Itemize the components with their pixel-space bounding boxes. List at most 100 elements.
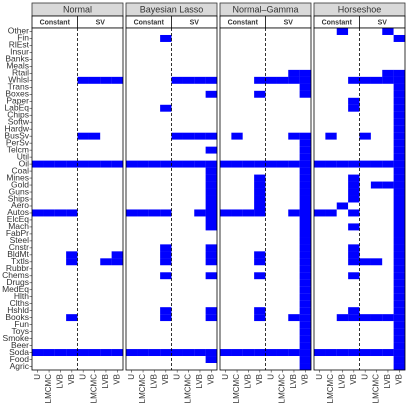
cell bbox=[220, 146, 232, 154]
cell bbox=[205, 174, 218, 182]
cell bbox=[314, 328, 326, 336]
cell bbox=[348, 76, 360, 84]
cell bbox=[100, 181, 112, 189]
cell bbox=[88, 28, 101, 36]
cell bbox=[77, 34, 89, 43]
cell bbox=[160, 209, 172, 217]
cell bbox=[325, 279, 337, 287]
cell bbox=[288, 328, 300, 336]
cell bbox=[43, 118, 55, 126]
cell bbox=[265, 55, 277, 63]
cell bbox=[265, 216, 277, 224]
cell bbox=[336, 265, 349, 273]
cell bbox=[194, 69, 206, 77]
cell bbox=[194, 174, 206, 182]
cell bbox=[231, 97, 243, 105]
cell bbox=[66, 62, 78, 70]
cell bbox=[393, 223, 406, 231]
cell bbox=[242, 55, 255, 63]
cell bbox=[32, 125, 44, 133]
cell bbox=[111, 76, 124, 84]
cell bbox=[276, 209, 289, 217]
cell bbox=[325, 363, 337, 371]
cell bbox=[336, 328, 349, 336]
cell bbox=[336, 209, 349, 217]
cell bbox=[100, 69, 112, 77]
cell bbox=[54, 300, 67, 308]
cell bbox=[111, 41, 124, 50]
cell bbox=[370, 209, 383, 217]
cell bbox=[254, 83, 266, 91]
cell bbox=[148, 41, 161, 50]
cell bbox=[205, 363, 218, 371]
cell bbox=[299, 153, 312, 161]
y-tick-label: Mach bbox=[8, 221, 29, 231]
y-tick-label: BusSv bbox=[4, 130, 29, 140]
cell bbox=[88, 251, 101, 259]
cell bbox=[111, 153, 124, 161]
cell bbox=[382, 174, 394, 182]
cell bbox=[126, 188, 138, 196]
cell bbox=[382, 55, 394, 63]
cell bbox=[314, 265, 326, 273]
cell bbox=[88, 181, 101, 189]
cell bbox=[359, 202, 371, 210]
cell bbox=[288, 279, 300, 287]
cell bbox=[171, 146, 183, 154]
cell bbox=[220, 279, 232, 287]
cell bbox=[254, 111, 266, 119]
cell bbox=[43, 195, 55, 203]
cell bbox=[111, 34, 124, 43]
cell bbox=[220, 321, 232, 329]
cell bbox=[148, 335, 161, 343]
cell bbox=[77, 307, 89, 315]
cell bbox=[254, 28, 266, 36]
x-tick-label: LVB bbox=[195, 374, 204, 389]
cell bbox=[205, 28, 218, 36]
cell bbox=[160, 104, 172, 112]
cell bbox=[299, 76, 312, 84]
cell bbox=[205, 349, 218, 357]
cell bbox=[171, 314, 183, 322]
x-tick-label: VB bbox=[206, 374, 215, 385]
y-tick-label: Hlth bbox=[14, 291, 29, 301]
cell bbox=[265, 293, 277, 301]
y-tick-label: Fin bbox=[17, 33, 29, 43]
cell bbox=[43, 314, 55, 322]
cell bbox=[370, 237, 383, 245]
cell bbox=[393, 279, 406, 287]
cell bbox=[393, 300, 406, 308]
cell bbox=[348, 223, 360, 231]
cell bbox=[43, 48, 55, 57]
cell bbox=[126, 244, 138, 252]
cell bbox=[100, 251, 112, 259]
cell bbox=[242, 62, 255, 70]
cell bbox=[182, 118, 195, 126]
cell bbox=[111, 363, 124, 371]
cell bbox=[171, 342, 183, 350]
cell bbox=[242, 223, 255, 231]
cell bbox=[220, 34, 232, 43]
cell bbox=[276, 244, 289, 252]
cell bbox=[370, 216, 383, 224]
cell bbox=[194, 286, 206, 294]
cell bbox=[314, 356, 326, 364]
cell bbox=[171, 202, 183, 210]
cell bbox=[32, 28, 44, 36]
cell bbox=[137, 244, 149, 252]
cell bbox=[111, 328, 124, 336]
cell bbox=[288, 251, 300, 259]
cell bbox=[43, 356, 55, 364]
cell bbox=[359, 28, 371, 36]
cell bbox=[348, 90, 360, 98]
cell bbox=[54, 132, 67, 140]
x-tick-label: LMCMC bbox=[372, 374, 381, 404]
cell bbox=[359, 76, 371, 84]
cell bbox=[242, 216, 255, 224]
cell bbox=[137, 251, 149, 259]
cell bbox=[325, 286, 337, 294]
cell bbox=[205, 104, 218, 112]
x-tick-label: LVB bbox=[383, 374, 392, 389]
cell bbox=[336, 237, 349, 245]
cell bbox=[382, 279, 394, 287]
